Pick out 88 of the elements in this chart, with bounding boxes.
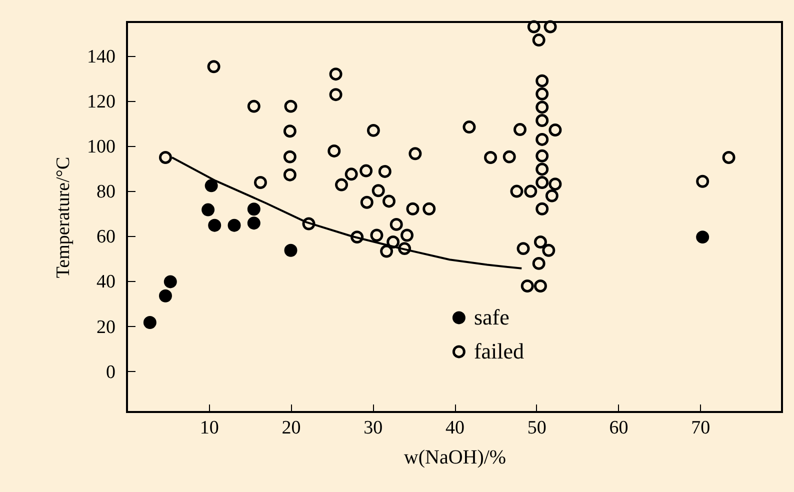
y-tick-label: 140 [87,46,116,68]
point [514,123,526,136]
y-tick-label: 100 [87,136,116,158]
point [484,151,498,164]
point [228,218,241,232]
point [372,184,385,198]
point [247,202,260,216]
point [502,150,516,164]
point [360,164,373,178]
point [536,202,549,216]
point [283,168,296,182]
point [400,228,414,242]
point [335,178,348,192]
y-axis-title: Temperature/°C [53,156,74,278]
point [527,20,540,34]
point [158,289,172,302]
point [520,280,534,292]
point [329,68,342,81]
y-tick-label: 80 [96,182,116,203]
y-tick-label: 20 [96,316,116,338]
point [536,74,549,88]
point [208,218,222,232]
point [536,100,549,114]
point [534,236,547,249]
y-tick-label: 120 [87,91,116,112]
point [350,230,364,244]
x-tick-label: 10 [200,418,219,438]
point [164,275,177,288]
point [247,216,260,230]
point [516,242,530,256]
point [283,150,296,164]
x-tick-label: 50 [527,418,546,438]
x-tick-label: 40 [446,418,464,438]
point [283,124,296,138]
y-tick-label: 40 [96,272,116,293]
point [344,168,358,181]
legend-label: safe [474,304,510,330]
point [548,124,562,136]
point [370,228,384,242]
point [143,316,156,329]
point [536,176,549,189]
point [329,88,342,102]
point [536,114,549,127]
point [548,178,562,191]
point [398,242,412,256]
point [544,20,557,34]
point [542,244,556,257]
point [366,124,380,137]
point [378,164,392,178]
point [202,203,215,216]
x-tick-label: 20 [282,418,301,438]
point [204,179,218,192]
point [247,100,260,113]
point [302,217,316,230]
x-tick-label: 60 [609,418,628,438]
point [536,149,549,162]
point [284,244,298,257]
point [360,196,374,209]
point [722,151,736,164]
point [207,60,220,74]
point [532,256,546,270]
point [284,100,298,113]
point [328,144,341,158]
legend-label: failed [474,338,524,364]
point [254,176,267,189]
point [524,184,538,198]
y-tick-label: 60 [96,226,116,248]
x-axis-title: w(NaOH)/% [404,446,506,468]
point [422,202,436,216]
point [408,147,422,160]
point [696,230,710,244]
x-tick-label: 70 [691,418,710,438]
point [382,194,396,208]
point [386,236,400,249]
point [536,87,549,100]
x-tick-label: 30 [364,418,383,438]
point [510,184,524,198]
point [545,189,558,202]
point [532,34,546,47]
point [536,132,549,146]
point [696,174,710,188]
point [380,244,394,258]
point [536,162,549,176]
y-tick-label: 0 [106,362,116,383]
point [390,218,403,231]
point [406,202,420,216]
point [534,280,547,292]
point [462,120,476,134]
